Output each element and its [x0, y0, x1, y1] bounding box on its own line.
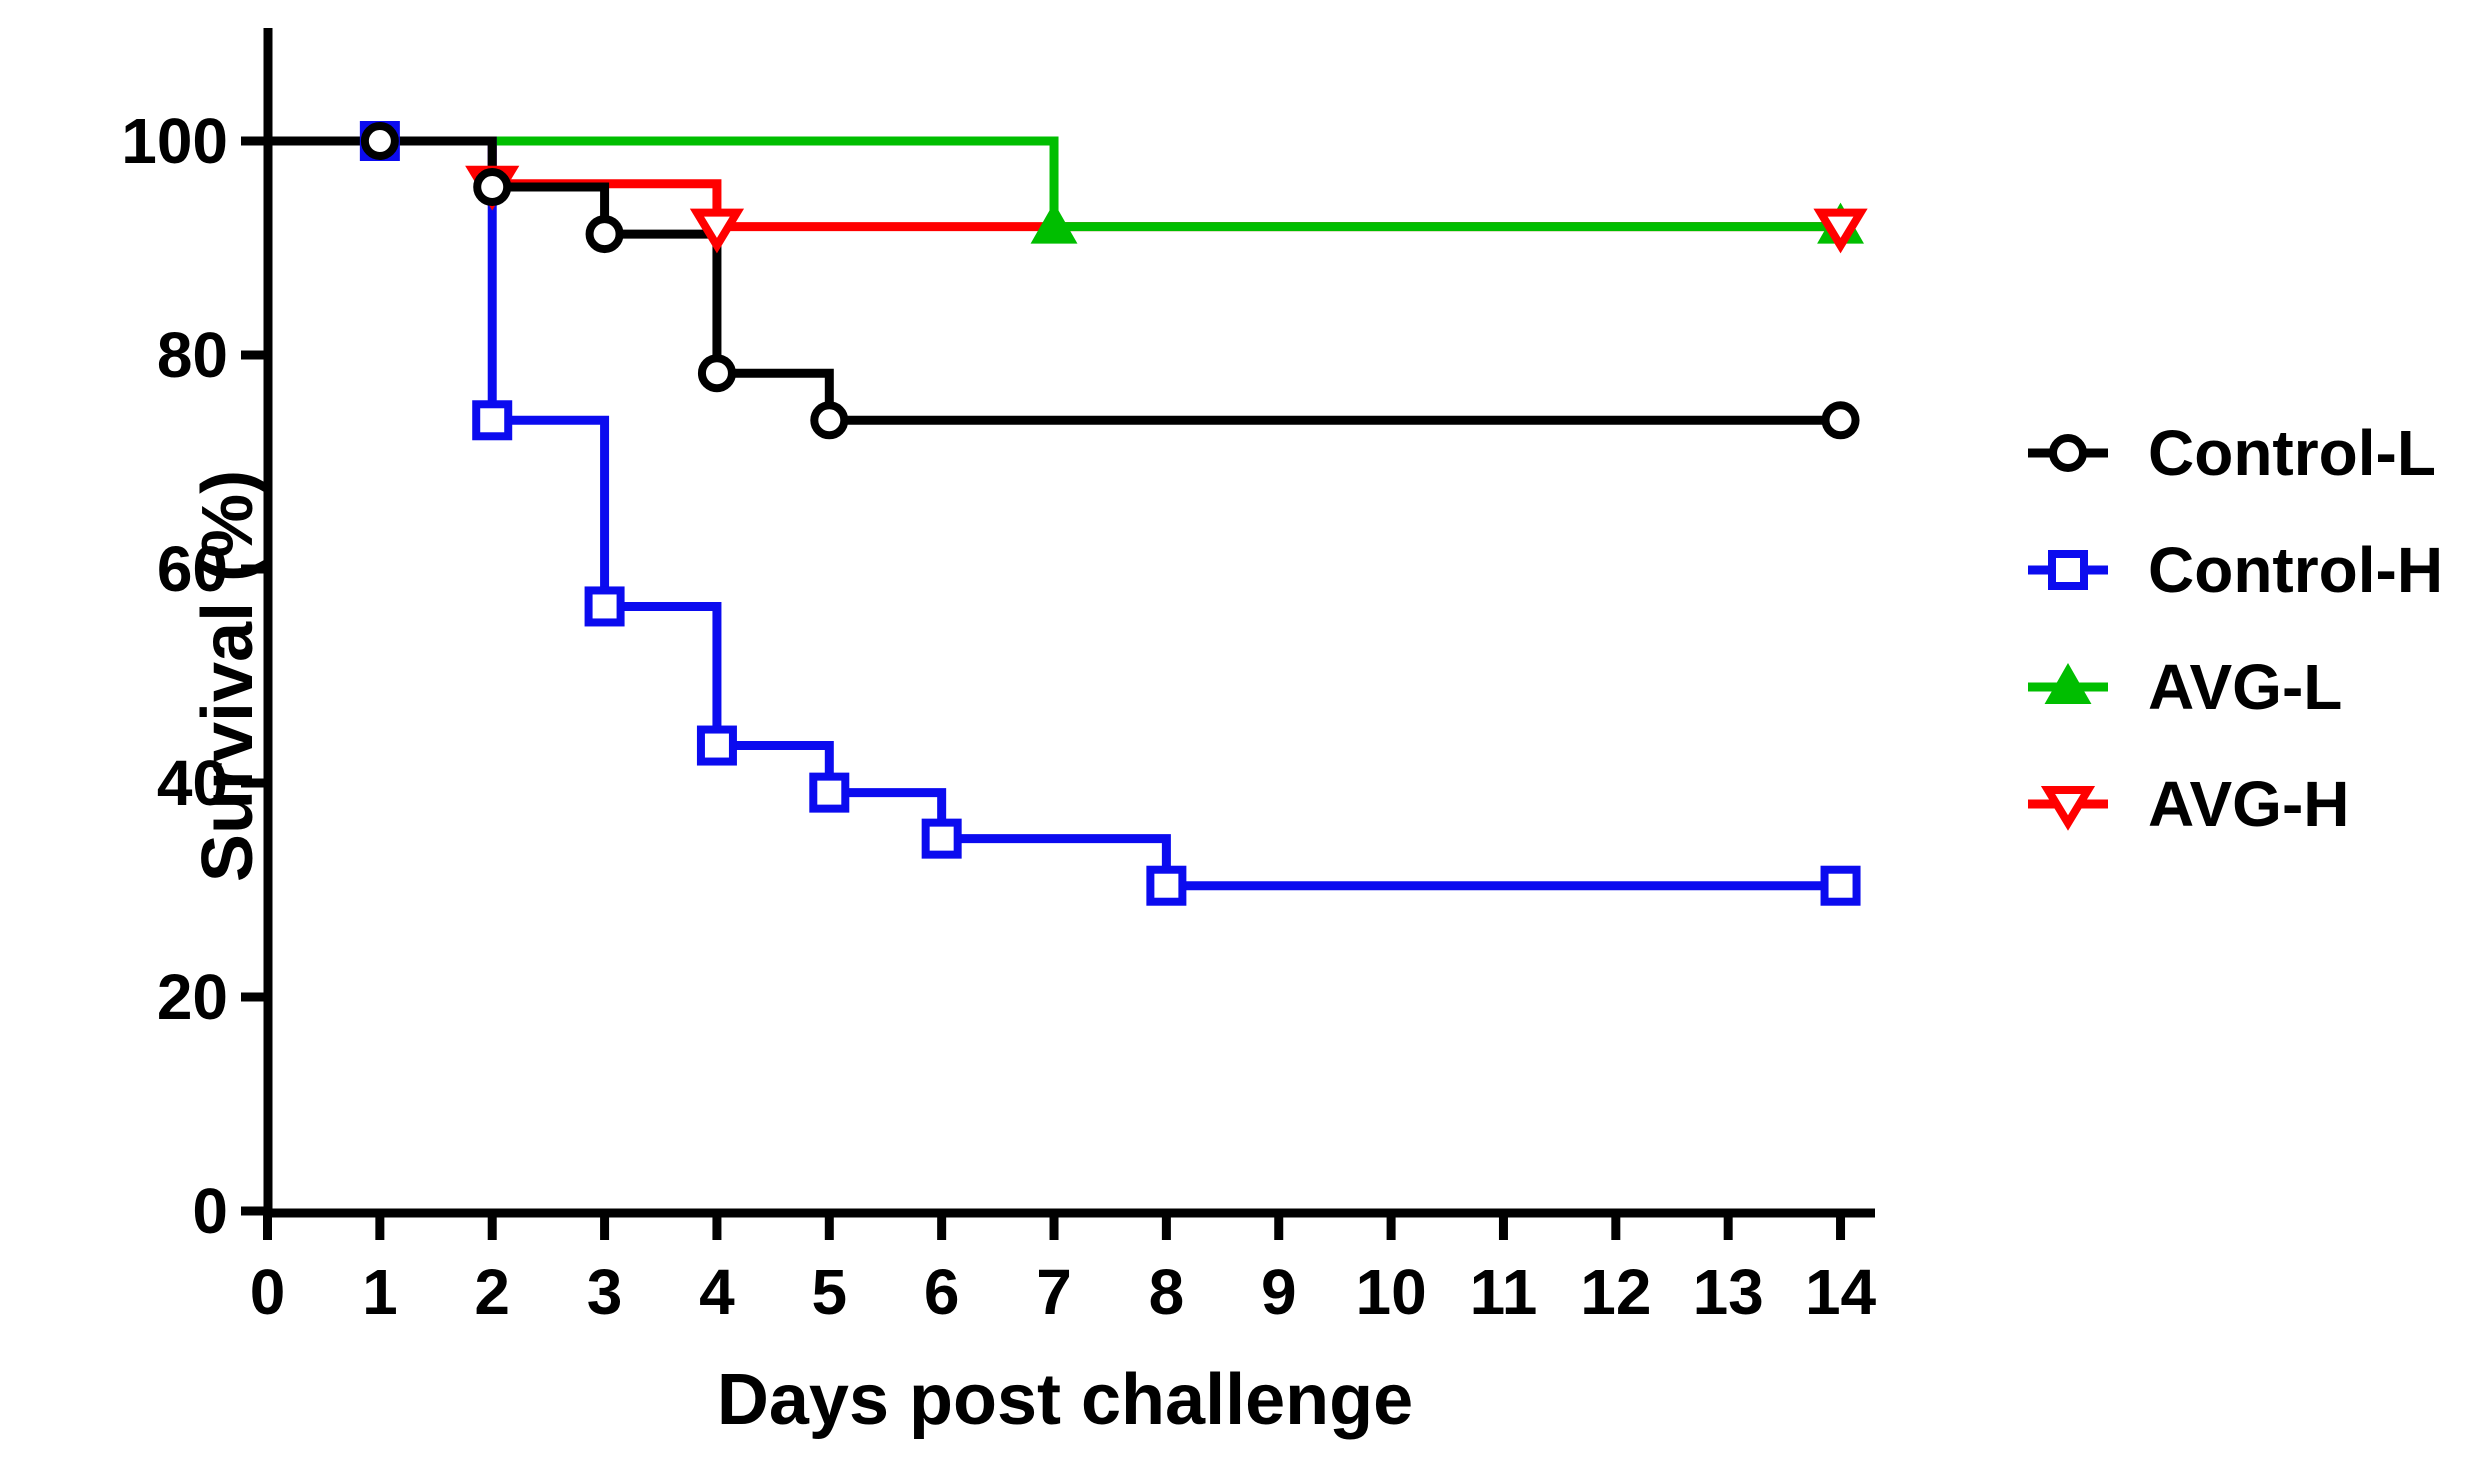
series-marker-avg-h — [689, 208, 745, 254]
x-tick-label: 3 — [587, 1256, 623, 1328]
open-circle-legend-icon — [2028, 433, 2108, 472]
open-square-legend-icon — [2028, 549, 2108, 590]
series-marker-control-l — [585, 215, 624, 254]
open-square-icon — [2048, 549, 2088, 590]
series-marker-control-h — [472, 400, 513, 441]
y-tick-label: 0 — [192, 1175, 228, 1247]
y-tick-label: 100 — [121, 105, 228, 177]
series-marker-avg-l — [1030, 202, 1078, 244]
x-tick-label: 14 — [1805, 1256, 1877, 1328]
x-tick-label: 5 — [812, 1256, 848, 1328]
series-marker-control-h — [584, 586, 625, 627]
x-tick-label: 4 — [699, 1256, 735, 1328]
x-axis-title: Days post challenge — [716, 1360, 1414, 1440]
series-line-avg-l — [267, 136, 1841, 232]
series-marker-control-l — [697, 354, 736, 393]
x-tick-label: 13 — [1693, 1256, 1764, 1328]
x-tick-label: 11 — [1470, 1256, 1538, 1328]
series-marker-control-h — [1820, 865, 1861, 906]
series-marker-control-h — [809, 772, 850, 813]
legend-label: Control-H — [2148, 533, 2444, 606]
x-tick-label: 12 — [1580, 1256, 1651, 1328]
series-marker-control-l — [810, 401, 849, 440]
x-tick-label: 0 — [250, 1256, 286, 1328]
x-tick-label: 9 — [1261, 1256, 1297, 1328]
series-marker-control-h — [921, 818, 962, 859]
legend-item-control-l: Control-L — [2028, 394, 2443, 511]
legend-item-control-h: Control-H — [2028, 511, 2443, 628]
legend-item-avg-l: AVG-L — [2028, 628, 2443, 745]
legend-label: AVG-L — [2148, 650, 2343, 723]
open-triangle-down-legend-icon — [2028, 785, 2108, 831]
y-tick-label: 40 — [157, 747, 228, 819]
x-tick-label: 10 — [1356, 1256, 1427, 1328]
x-tick-label: 6 — [924, 1256, 960, 1328]
filled-triangle-up-icon — [2044, 662, 2092, 704]
y-tick-label: 20 — [157, 961, 228, 1033]
legend-label: Control-L — [2148, 416, 2436, 489]
x-tick-label: 8 — [1149, 1256, 1185, 1328]
series-line-control-h — [267, 136, 1841, 891]
x-tick-label: 2 — [474, 1256, 510, 1328]
y-axis-title: Survival (%) — [188, 469, 269, 883]
open-circle-icon — [2049, 433, 2087, 472]
series-marker-control-h — [696, 725, 737, 766]
x-tick-label: 1 — [362, 1256, 398, 1328]
y-tick-label: 60 — [157, 533, 228, 605]
series-marker-control-l — [360, 122, 399, 160]
series-marker-avg-h — [1813, 208, 1868, 254]
series-line-control-l — [267, 136, 1841, 425]
open-triangle-down-icon — [2040, 785, 2096, 831]
series-marker-control-l — [1821, 401, 1860, 440]
series-marker-control-h — [1146, 865, 1187, 906]
legend-label: AVG-H — [2148, 767, 2350, 840]
legend: Control-L Control-H AVG-L AVG-H — [2028, 394, 2443, 862]
y-tick-label: 80 — [157, 319, 228, 391]
legend-item-avg-h: AVG-H — [2028, 745, 2443, 862]
series-marker-control-l — [473, 168, 512, 207]
filled-triangle-up-legend-icon — [2028, 662, 2108, 704]
x-tick-label: 7 — [1036, 1256, 1072, 1328]
